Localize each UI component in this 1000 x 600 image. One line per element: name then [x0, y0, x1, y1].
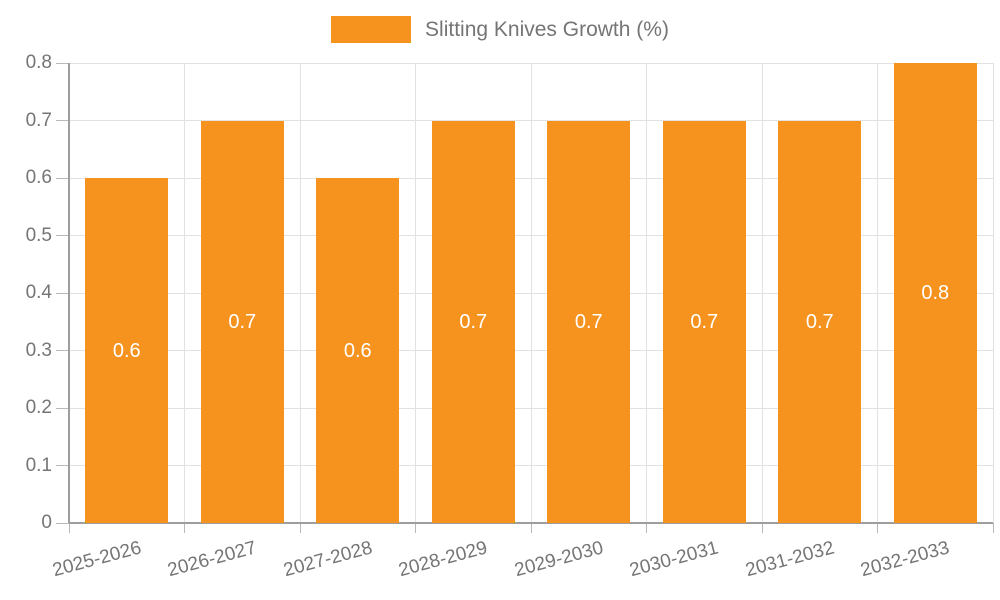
v-gridline [415, 63, 416, 523]
bar-value-label: 0.6 [112, 339, 141, 362]
bar-value-label: 0.7 [459, 310, 488, 333]
legend-swatch [331, 16, 412, 43]
bar[interactable] [316, 178, 400, 523]
y-axis-label: 0.2 [25, 397, 52, 418]
bar[interactable] [200, 120, 284, 523]
v-gridline [646, 63, 647, 523]
x-axis-tick [68, 523, 70, 533]
x-axis-tick [761, 523, 763, 533]
y-axis-label: 0.1 [25, 454, 52, 476]
y-axis-tick [56, 522, 69, 524]
y-axis-tick [56, 407, 69, 409]
v-gridline [184, 63, 185, 523]
x-axis-tick [184, 523, 185, 533]
bar[interactable] [893, 63, 977, 523]
x-axis-line [69, 522, 993, 524]
y-axis-label: 0.6 [25, 167, 52, 188]
legend-label: Slitting Knives Growth (%) [425, 17, 669, 41]
x-axis-tick [877, 523, 878, 533]
bar-value-label: 0.7 [690, 310, 719, 333]
bar-value-label: 0.8 [921, 282, 950, 304]
y-axis-tick [56, 235, 69, 236]
x-axis-tick [992, 523, 994, 533]
v-gridline [299, 63, 301, 523]
x-axis-tick [646, 523, 647, 533]
bar[interactable] [431, 120, 515, 523]
y-axis-label: 0.7 [25, 109, 52, 131]
bar[interactable] [778, 120, 862, 523]
y-axis-tick [56, 292, 69, 294]
v-gridline [530, 63, 532, 523]
bar-value-label: 0.7 [805, 310, 834, 333]
y-axis-label: 0.5 [25, 224, 52, 246]
bar[interactable] [85, 178, 169, 523]
x-axis-tick [530, 523, 532, 533]
y-axis-tick [56, 177, 69, 179]
y-axis-tick [56, 62, 69, 64]
y-axis-label: 0 [41, 512, 52, 533]
y-axis-label: 0.8 [25, 52, 52, 73]
y-axis-tick [56, 120, 69, 121]
legend-item[interactable]: Slitting Knives Growth (%) [0, 16, 1000, 43]
y-axis-label: 0.3 [25, 339, 52, 361]
v-gridline [877, 63, 878, 523]
x-axis-tick [415, 523, 416, 533]
bar[interactable] [662, 120, 746, 523]
y-axis-tick [56, 465, 69, 466]
v-gridline [992, 63, 994, 523]
y-axis-tick [56, 350, 69, 351]
x-axis-tick [299, 523, 301, 533]
bar-value-label: 0.7 [574, 310, 603, 333]
y-axis-line [68, 63, 70, 523]
bar-value-label: 0.7 [228, 310, 257, 333]
y-axis-label: 0.4 [25, 282, 52, 303]
bar-value-label: 0.6 [343, 339, 372, 362]
v-gridline [761, 63, 763, 523]
bar[interactable] [547, 120, 631, 523]
